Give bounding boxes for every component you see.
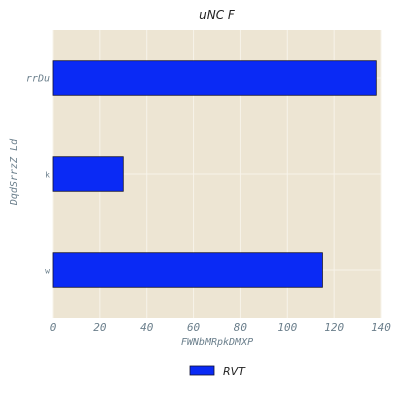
- x-axis-label: FWNbMRpkDMXP: [181, 337, 253, 348]
- x-tick-label: 20: [93, 321, 107, 334]
- bar-k: [52, 156, 124, 192]
- bar-rrDu: [52, 60, 377, 96]
- y-axis-ticks: rrDu k w: [26, 74, 50, 276]
- x-tick-label: 100: [277, 321, 297, 334]
- x-tick-label: 120: [324, 321, 344, 334]
- legend-label: RVT: [223, 365, 246, 378]
- bars: [52, 60, 377, 288]
- x-tick-label: 140: [371, 321, 391, 334]
- x-tick-label: 0: [50, 321, 57, 334]
- x-axis-ticks: 0 20 40 60 80 100 120 140: [50, 321, 392, 334]
- legend-swatch: [189, 365, 215, 376]
- x-tick-label: 60: [187, 321, 201, 334]
- legend: RVT: [189, 365, 246, 378]
- x-tick-label: 80: [234, 321, 248, 334]
- y-tick-label: k: [45, 171, 50, 180]
- y-axis-label: DqdSrrzZ Ld: [9, 138, 20, 206]
- y-tick-label: w: [45, 267, 50, 276]
- bar-w: [52, 252, 323, 288]
- x-tick-label: 40: [140, 321, 154, 334]
- y-tick-label: rrDu: [26, 74, 50, 85]
- chart-title: uNC F: [199, 8, 236, 22]
